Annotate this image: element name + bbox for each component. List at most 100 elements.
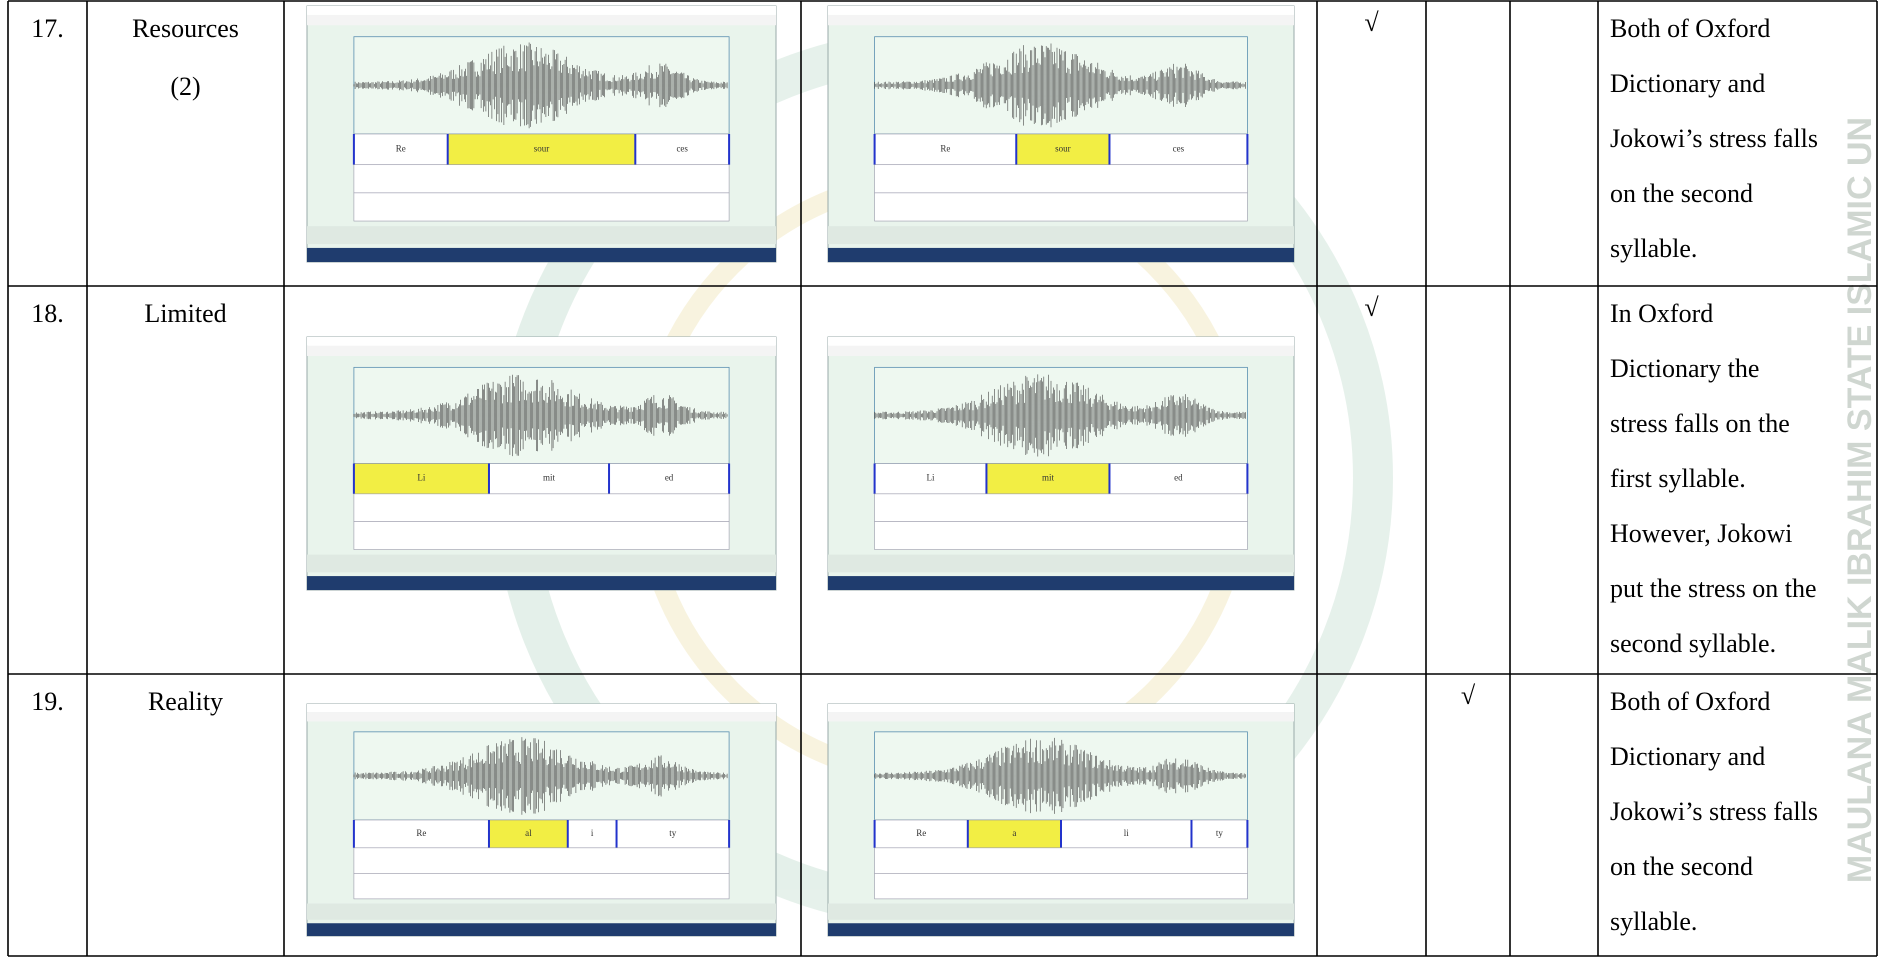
taskbar xyxy=(307,247,776,262)
waveform xyxy=(874,737,1246,814)
row-number: 17. xyxy=(31,14,64,43)
praat-window: Li mit ed xyxy=(306,336,777,591)
explanation-line: Both of Oxford xyxy=(1610,14,1770,43)
tier xyxy=(874,164,1248,194)
syllable: Re xyxy=(396,143,406,153)
tier xyxy=(353,164,730,194)
waveform xyxy=(353,737,728,815)
tier xyxy=(874,192,1248,222)
check: √ xyxy=(1461,681,1476,710)
row-number: 18. xyxy=(31,299,64,328)
menu-bar xyxy=(828,14,1294,26)
explanation-line: Dictionary the xyxy=(1610,354,1759,383)
syllable: Li xyxy=(927,473,935,483)
syllable: li xyxy=(1124,828,1130,838)
syllable: ed xyxy=(1174,473,1183,483)
waveform xyxy=(353,374,728,457)
explanation-line: on the second xyxy=(1610,852,1753,881)
syllable: ty xyxy=(669,828,677,838)
syllable: Re xyxy=(416,828,426,838)
taskbar xyxy=(307,576,776,590)
syllable: al xyxy=(525,828,532,838)
interval xyxy=(353,463,490,495)
tier xyxy=(874,521,1248,550)
tier xyxy=(353,192,730,222)
explanation-line: Both of Oxford xyxy=(1610,687,1770,716)
word-note: (2) xyxy=(170,72,200,101)
syllable: Li xyxy=(417,473,425,483)
taskbar xyxy=(828,576,1294,590)
taskbar xyxy=(307,923,776,936)
explanation-line: However, Jokowi xyxy=(1610,519,1792,548)
praat-window: Re a li ty xyxy=(827,703,1295,937)
explanation-line: syllable. xyxy=(1610,234,1697,263)
explanation-line: stress falls on the xyxy=(1610,409,1790,438)
row-number: 19. xyxy=(31,687,64,716)
tier xyxy=(353,493,730,522)
interval xyxy=(874,819,969,849)
tier xyxy=(353,873,730,900)
info-bar xyxy=(828,554,1294,573)
check: √ xyxy=(1364,8,1379,37)
menu-bar xyxy=(307,14,776,26)
info-bar xyxy=(307,554,776,573)
syllable: ty xyxy=(1216,828,1224,838)
info-bar xyxy=(307,903,776,920)
syllable: a xyxy=(1012,828,1016,838)
syllable: sour xyxy=(534,143,550,153)
tier xyxy=(353,521,730,550)
explanation-line: Dictionary and xyxy=(1610,742,1765,771)
syllable: mit xyxy=(543,473,556,483)
title-bar xyxy=(307,704,776,713)
explanation-line: on the second xyxy=(1610,179,1753,208)
waveform xyxy=(874,43,1246,128)
syllable: mit xyxy=(1042,473,1055,483)
explanation-line: Jokowi’s stress falls xyxy=(1610,797,1818,826)
explanation-line: first syllable. xyxy=(1610,464,1746,493)
check: √ xyxy=(1364,293,1379,322)
tier xyxy=(874,493,1248,522)
title-bar xyxy=(307,6,776,15)
praat-window: Re al i ty xyxy=(306,703,777,937)
info-bar xyxy=(828,226,1294,245)
syllable: i xyxy=(591,828,594,838)
syllable: ed xyxy=(665,473,674,483)
title-bar xyxy=(828,6,1294,15)
tier xyxy=(874,847,1248,874)
syllable: ces xyxy=(676,143,688,153)
explanation-line: In Oxford xyxy=(1610,299,1713,328)
tier xyxy=(874,873,1248,900)
menu-bar xyxy=(828,345,1294,356)
explanation-line: Jokowi’s stress falls xyxy=(1610,124,1818,153)
syllable: ces xyxy=(1173,143,1185,153)
taskbar xyxy=(828,923,1294,936)
syllable: Re xyxy=(940,143,950,153)
menu-bar xyxy=(828,712,1294,722)
interval xyxy=(616,819,730,849)
title-bar xyxy=(828,337,1294,346)
interval xyxy=(488,819,569,849)
waveform xyxy=(874,374,1246,457)
explanation-line: Dictionary and xyxy=(1610,69,1765,98)
explanation-line: syllable. xyxy=(1610,907,1697,936)
praat-window: Li mit ed xyxy=(827,336,1295,591)
menu-bar xyxy=(307,345,776,356)
syllable: Re xyxy=(916,828,926,838)
praat-window: Re sour ces xyxy=(306,5,777,263)
info-bar xyxy=(828,903,1294,920)
title-bar xyxy=(307,337,776,346)
interval xyxy=(1191,819,1248,849)
interval xyxy=(986,463,1110,495)
info-bar xyxy=(307,226,776,245)
word: Reality xyxy=(148,687,223,716)
word: Limited xyxy=(144,299,226,328)
explanation-line: second syllable. xyxy=(1610,629,1776,658)
word: Resources xyxy=(132,14,239,43)
interval xyxy=(1109,133,1248,166)
explanation-line: put the stress on the xyxy=(1610,574,1817,603)
title-bar xyxy=(828,704,1294,713)
praat-window: Re sour ces xyxy=(827,5,1295,263)
waveform xyxy=(353,42,728,129)
interval xyxy=(874,133,1017,166)
